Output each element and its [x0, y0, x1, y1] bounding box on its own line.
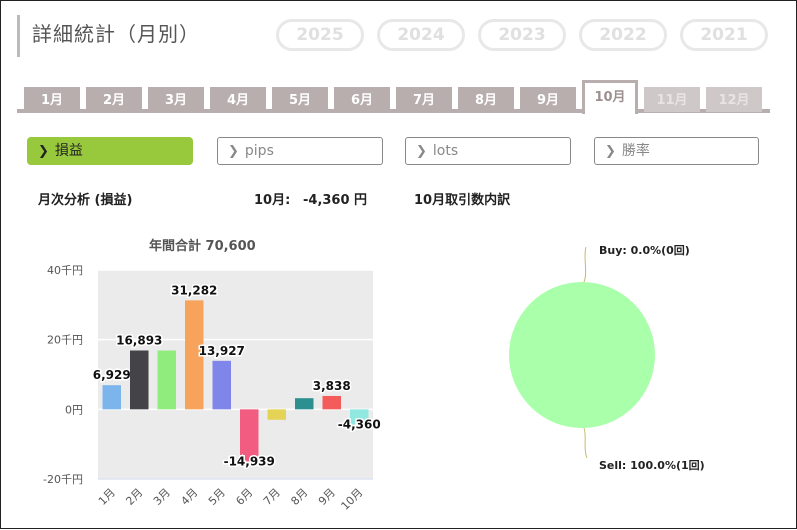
y-tick-label: -20千円 [43, 473, 83, 486]
tab-month-2[interactable]: 2月 [86, 87, 142, 112]
x-tick-label: 5月 [206, 486, 228, 508]
tab-month-4[interactable]: 4月 [210, 87, 266, 112]
year-button-2024[interactable]: 2024 [377, 19, 465, 51]
y-tick-label: 0円 [65, 403, 83, 416]
x-tick-label: 10月 [339, 486, 366, 513]
tab-month-12[interactable]: 12月 [706, 87, 762, 112]
year-button-2025[interactable]: 2025 [276, 19, 364, 51]
tab-month-11[interactable]: 11月 [644, 87, 700, 112]
month-result-label: 10月: [254, 193, 291, 208]
monthly-profit-chart: 40千円 20千円 0円 -20千円 6,929 1月 16,893 2月 3月 31,282 4月… [43, 264, 381, 513]
pie-slice-1 [509, 282, 655, 428]
month-result-value: -4,360 円 [303, 193, 368, 208]
year-button-2023[interactable]: 2023 [478, 19, 566, 51]
data-label: -4,360 [338, 418, 381, 432]
x-tick-label: 6月 [233, 486, 255, 508]
chart-title: 年間合計 70,600 [149, 239, 256, 254]
filter-winrate-button[interactable]: ❯ 勝率 [594, 137, 759, 165]
filter-pips-button[interactable]: ❯ pips [217, 137, 383, 165]
tab-month-1[interactable]: 1月 [24, 87, 80, 112]
tab-month-10[interactable]: 10月 [582, 80, 638, 114]
bar-7月 [267, 409, 286, 420]
section-title: 月次分析 (損益) [38, 193, 133, 208]
data-label: 13,927 [199, 344, 245, 358]
title-bar: 詳細統計（月別） [17, 15, 200, 57]
x-tick-label: 2月 [123, 486, 145, 508]
tab-month-8[interactable]: 8月 [458, 87, 514, 112]
data-label: 16,893 [116, 333, 162, 347]
y-tick-label: 20千円 [47, 334, 83, 347]
chevron-right-icon: ❯ [605, 144, 616, 159]
bar-5月 [212, 360, 231, 410]
filter-profit-button[interactable]: ❯ 損益 [27, 137, 193, 165]
bar-9月 [322, 395, 341, 410]
pie-connector-sell [583, 427, 588, 459]
chevron-right-icon: ❯ [228, 144, 239, 159]
x-tick-label: 4月 [178, 486, 200, 508]
tab-month-9[interactable]: 9月 [520, 87, 576, 112]
pie-label-buy: Buy: 0.0%(0回) [599, 244, 690, 257]
bar-1月 [102, 385, 121, 410]
y-tick-label: 40千円 [47, 264, 83, 277]
data-label: 31,282 [171, 283, 217, 297]
bar-3月 [157, 350, 176, 410]
pie-label-sell: Sell: 100.0%(1回) [599, 459, 705, 472]
chevron-right-icon: ❯ [38, 144, 49, 159]
filter-label: pips [244, 143, 274, 159]
bar-4月 [185, 300, 204, 410]
tab-month-6[interactable]: 6月 [334, 87, 390, 112]
filter-label: 損益 [54, 143, 83, 159]
x-tick-label: 8月 [288, 486, 310, 508]
filter-lots-button[interactable]: ❯ lots [405, 137, 571, 165]
data-label: -14,939 [224, 454, 275, 468]
x-tick-label: 3月 [151, 486, 173, 508]
trade-breakdown-pie [509, 246, 655, 459]
bar-2月 [130, 350, 149, 410]
bar-6月 [240, 409, 259, 462]
filter-label: 勝率 [621, 143, 650, 159]
tab-month-5[interactable]: 5月 [272, 87, 328, 112]
bar-8月 [295, 398, 314, 410]
pie-connector-buy [583, 246, 587, 283]
breakdown-title: 10月取引数内訳 [414, 193, 511, 208]
x-tick-label: 7月 [261, 486, 283, 508]
data-label: 6,929 [93, 368, 131, 382]
x-tick-label: 1月 [96, 486, 118, 508]
tab-baseline [17, 109, 770, 113]
tab-month-7[interactable]: 7月 [396, 87, 452, 112]
year-button-2022[interactable]: 2022 [579, 19, 667, 51]
year-button-2021[interactable]: 2021 [680, 19, 768, 51]
chevron-right-icon: ❯ [416, 144, 427, 159]
tab-month-3[interactable]: 3月 [148, 87, 204, 112]
x-tick-label: 9月 [316, 486, 338, 508]
filter-label: lots [432, 143, 459, 159]
data-label: 3,838 [313, 379, 351, 393]
bar-10月 [350, 409, 369, 425]
page-title: 詳細統計（月別） [32, 22, 200, 46]
